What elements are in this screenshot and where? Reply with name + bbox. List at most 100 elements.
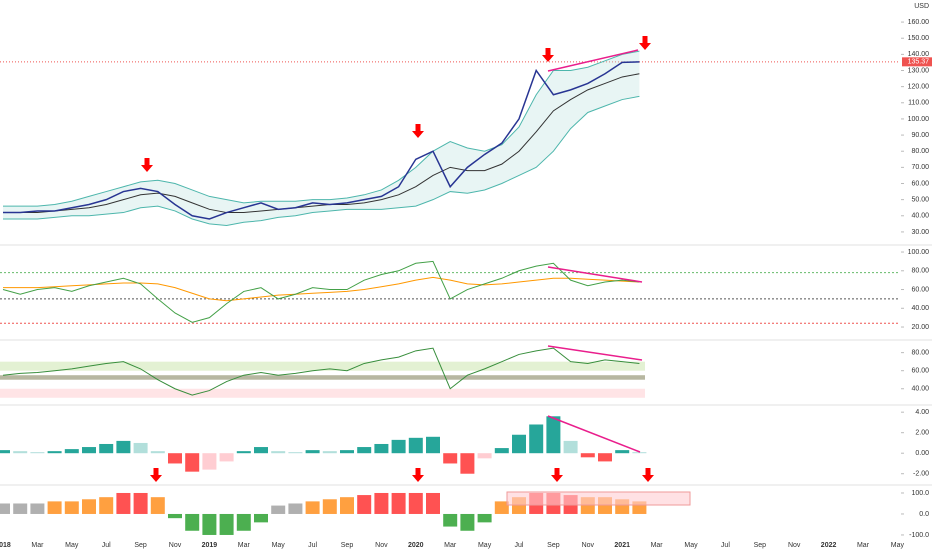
bar: [408, 492, 423, 514]
bar: [185, 453, 200, 472]
x-tick-label: May: [65, 542, 79, 549]
y-tick-label: 80.00: [911, 268, 929, 275]
x-tick-label: 2022: [821, 542, 837, 549]
x-tick-label: Nov: [582, 542, 595, 549]
x-tick-label: Jul: [721, 542, 730, 549]
x-tick-label: May: [891, 542, 905, 549]
series-line: [3, 95, 640, 226]
y-tick-label: 100.00: [908, 249, 930, 256]
bar: [99, 443, 114, 454]
marks: [0, 50, 647, 535]
y-tick-label: 20.00: [911, 324, 929, 331]
bar: [254, 447, 268, 454]
bar: [202, 513, 217, 535]
x-tick-label: 2021: [614, 542, 630, 549]
bar: [426, 492, 440, 514]
x-tick-label: Mar: [31, 542, 44, 549]
y-tick-label: 150.00: [908, 35, 930, 42]
x-tick-label: May: [272, 542, 286, 549]
bar: [47, 451, 62, 454]
y-tick-label: 160.00: [908, 19, 930, 26]
bar: [305, 450, 320, 454]
y-tick-label: 70.00: [911, 164, 929, 171]
bar: [391, 439, 406, 454]
bar: [150, 497, 165, 514]
x-tick-label: 2018: [0, 542, 11, 549]
bar: [374, 443, 389, 454]
x-tick-label: Mar: [238, 542, 251, 549]
bar: [202, 453, 217, 470]
y-tick-label: 100.00: [908, 116, 930, 123]
y-tick-label: 40.00: [911, 386, 929, 393]
axes: 30.00 40.00 50.00 60.00 70.00 80.00 90.00 100.0…: [0, 19, 932, 549]
x-tick-label: 2020: [408, 542, 424, 549]
bar: [116, 492, 131, 514]
bar: [13, 503, 28, 514]
arrow: [141, 158, 153, 172]
x-tick-label: Sep: [341, 542, 354, 549]
bar: [340, 497, 354, 514]
bar: [116, 440, 131, 454]
y-tick-label: 40.00: [911, 305, 929, 312]
divergence-line: [547, 415, 641, 453]
bar: [271, 451, 286, 454]
y-tick-label: 80.00: [911, 148, 929, 155]
bar: [133, 442, 148, 454]
bar: [305, 501, 320, 514]
bar: [460, 513, 475, 531]
y-tick-label: 0.0: [919, 511, 929, 518]
bar: [494, 501, 509, 514]
bar: [340, 450, 354, 454]
y-tick-label: 100.0: [911, 490, 929, 497]
series-line: [2, 347, 640, 396]
bar: [168, 513, 182, 519]
bar: [13, 451, 28, 454]
bar: [322, 451, 337, 454]
bar: [254, 513, 268, 523]
bar: [632, 452, 647, 454]
zone: [0, 375, 645, 380]
bar: [443, 513, 458, 527]
bar: [357, 447, 372, 454]
bar: [64, 501, 79, 514]
bar: [150, 451, 165, 454]
bar: [99, 497, 114, 514]
series-line: [2, 260, 640, 323]
x-tick-label: Nov: [375, 542, 388, 549]
x-tick-label: Jul: [308, 542, 317, 549]
x-tick-label: Sep: [754, 542, 767, 549]
band-fill: [3, 51, 640, 226]
y-tick-label: 40.00: [911, 213, 929, 220]
zone: [0, 388, 645, 398]
bar: [219, 513, 234, 535]
y-tick-label: 90.00: [911, 132, 929, 139]
bar: [185, 513, 200, 531]
series-line: [3, 73, 640, 214]
divergence-line: [547, 266, 643, 283]
divergence-line: [547, 345, 643, 361]
annotations: [141, 36, 691, 506]
y-tick-label: 0.00: [915, 450, 929, 457]
bar: [168, 453, 182, 464]
bar: [615, 450, 630, 454]
bar: [47, 501, 62, 514]
arrow: [639, 36, 651, 50]
bar: [133, 492, 148, 514]
y-tick-label: 130.00: [908, 67, 930, 74]
bar: [288, 452, 303, 454]
x-tick-label: May: [684, 542, 698, 549]
bar: [443, 453, 458, 464]
bar: [236, 513, 251, 531]
zone: [0, 361, 645, 371]
y-tick-label: 120.00: [908, 83, 930, 90]
bar: [30, 503, 45, 514]
x-tick-label: Mar: [651, 542, 664, 549]
y-tick-label: 110.00: [908, 100, 929, 107]
price-tag: [902, 57, 932, 67]
bar: [30, 452, 45, 454]
bar: [64, 449, 79, 454]
y-tick-label: -100.0: [909, 532, 929, 539]
y-tick-label: -2.00: [913, 471, 929, 478]
y-tick-label: 50.00: [911, 196, 929, 203]
